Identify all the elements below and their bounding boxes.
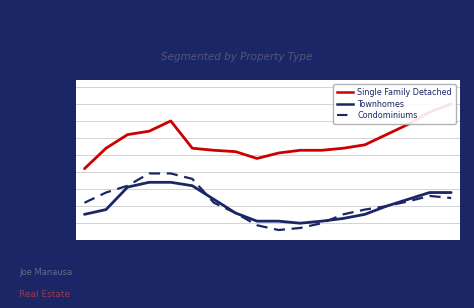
Legend: Single Family Detached, Townhomes, Condominiums: Single Family Detached, Townhomes, Condo… [333,84,456,124]
Text: Real Estate: Real Estate [19,290,70,299]
Text: Median Home Prices: Median Home Prices [134,18,340,36]
Text: Joe Manausa: Joe Manausa [19,268,72,277]
Text: Segmented by Property Type: Segmented by Property Type [161,52,313,62]
Text: Source: Tallahassee Board Of Realtors MLS: Source: Tallahassee Board Of Realtors ML… [304,271,460,277]
Text: as seen on  www.manausa.com: as seen on www.manausa.com [325,290,460,299]
